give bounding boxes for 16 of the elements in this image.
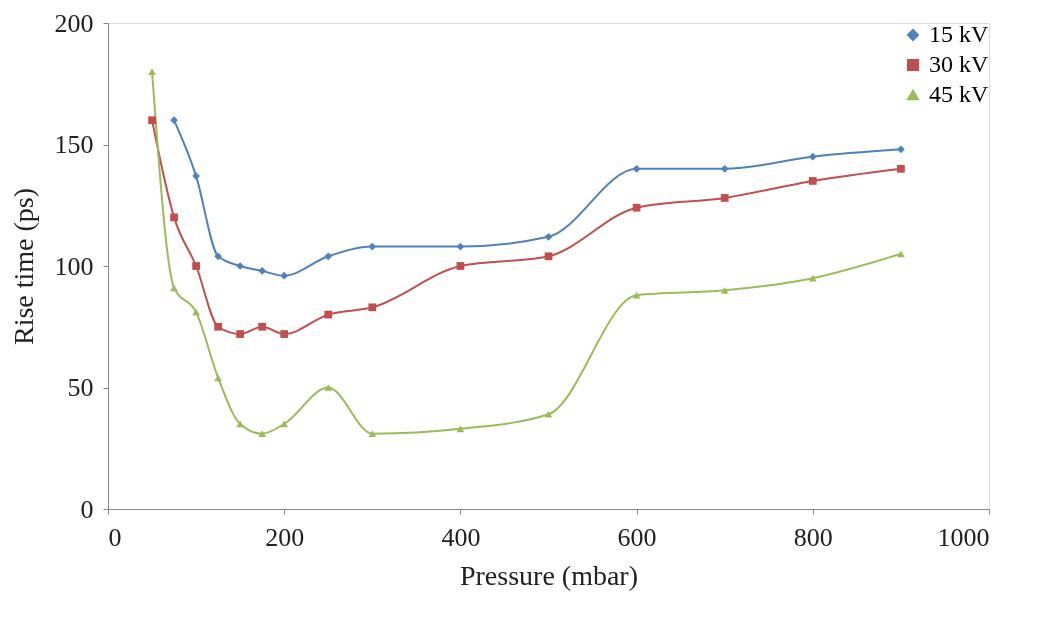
x-tick-label: 800 [793, 522, 833, 552]
x-tick-label: 600 [617, 522, 657, 552]
x-tick-label: 0 [108, 522, 122, 552]
legend-label: 45 kV [929, 81, 989, 107]
legend-label: 30 kV [929, 51, 989, 77]
x-tick-label: 200 [265, 522, 305, 552]
x-tick-label: 1000 [937, 522, 990, 552]
y-axis-title: Rise time (ps) [7, 187, 39, 346]
legend-label: 15 kV [929, 21, 989, 47]
y-tick-label: 0 [80, 494, 94, 524]
x-axis-title: Pressure (mbar) [459, 559, 639, 591]
y-tick-label: 200 [54, 8, 94, 38]
y-tick-label: 100 [54, 251, 94, 281]
x-tick-label: 400 [441, 522, 481, 552]
y-tick-label: 150 [54, 130, 94, 159]
y-tick-label: 50 [67, 373, 94, 402]
